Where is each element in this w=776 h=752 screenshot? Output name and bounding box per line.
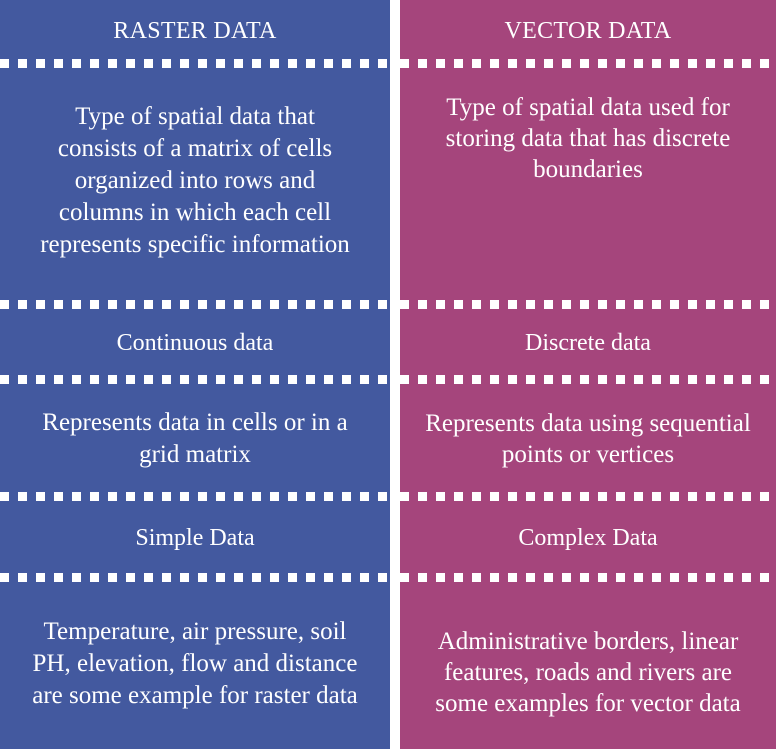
raster-representation: Represents data in cells or in a grid ma… <box>42 409 348 468</box>
raster-complexity: Simple Data <box>135 524 255 551</box>
raster-definition: Type of spatial data that consists of a … <box>40 103 350 258</box>
raster-column: RASTER DATA Type of spatial data that co… <box>0 0 390 749</box>
row-separator <box>0 492 390 501</box>
row-separator <box>0 573 390 582</box>
raster-header: RASTER DATA <box>113 17 277 44</box>
vector-definition: Type of spatial data used for storing da… <box>445 94 731 183</box>
row-separator <box>400 375 776 384</box>
vector-representation: Represents data using sequential points … <box>425 410 751 468</box>
raster-data-type: Continuous data <box>116 329 274 356</box>
row-separator <box>400 300 776 309</box>
row-separator <box>0 59 390 68</box>
vector-data-type: Discrete data <box>525 329 651 356</box>
row-separator <box>400 573 776 582</box>
row-separator <box>400 492 776 501</box>
vector-complexity: Complex Data <box>518 524 658 551</box>
raster-examples: Temperature, air pressure, soil PH, elev… <box>32 618 358 709</box>
vector-examples: Administrative borders, linear features,… <box>435 627 741 717</box>
vector-column: VECTOR DATA Type of spatial data used fo… <box>400 0 776 749</box>
vector-header: VECTOR DATA <box>504 17 672 44</box>
row-separator <box>400 59 776 68</box>
row-separator <box>0 375 390 384</box>
row-separator <box>0 300 390 309</box>
